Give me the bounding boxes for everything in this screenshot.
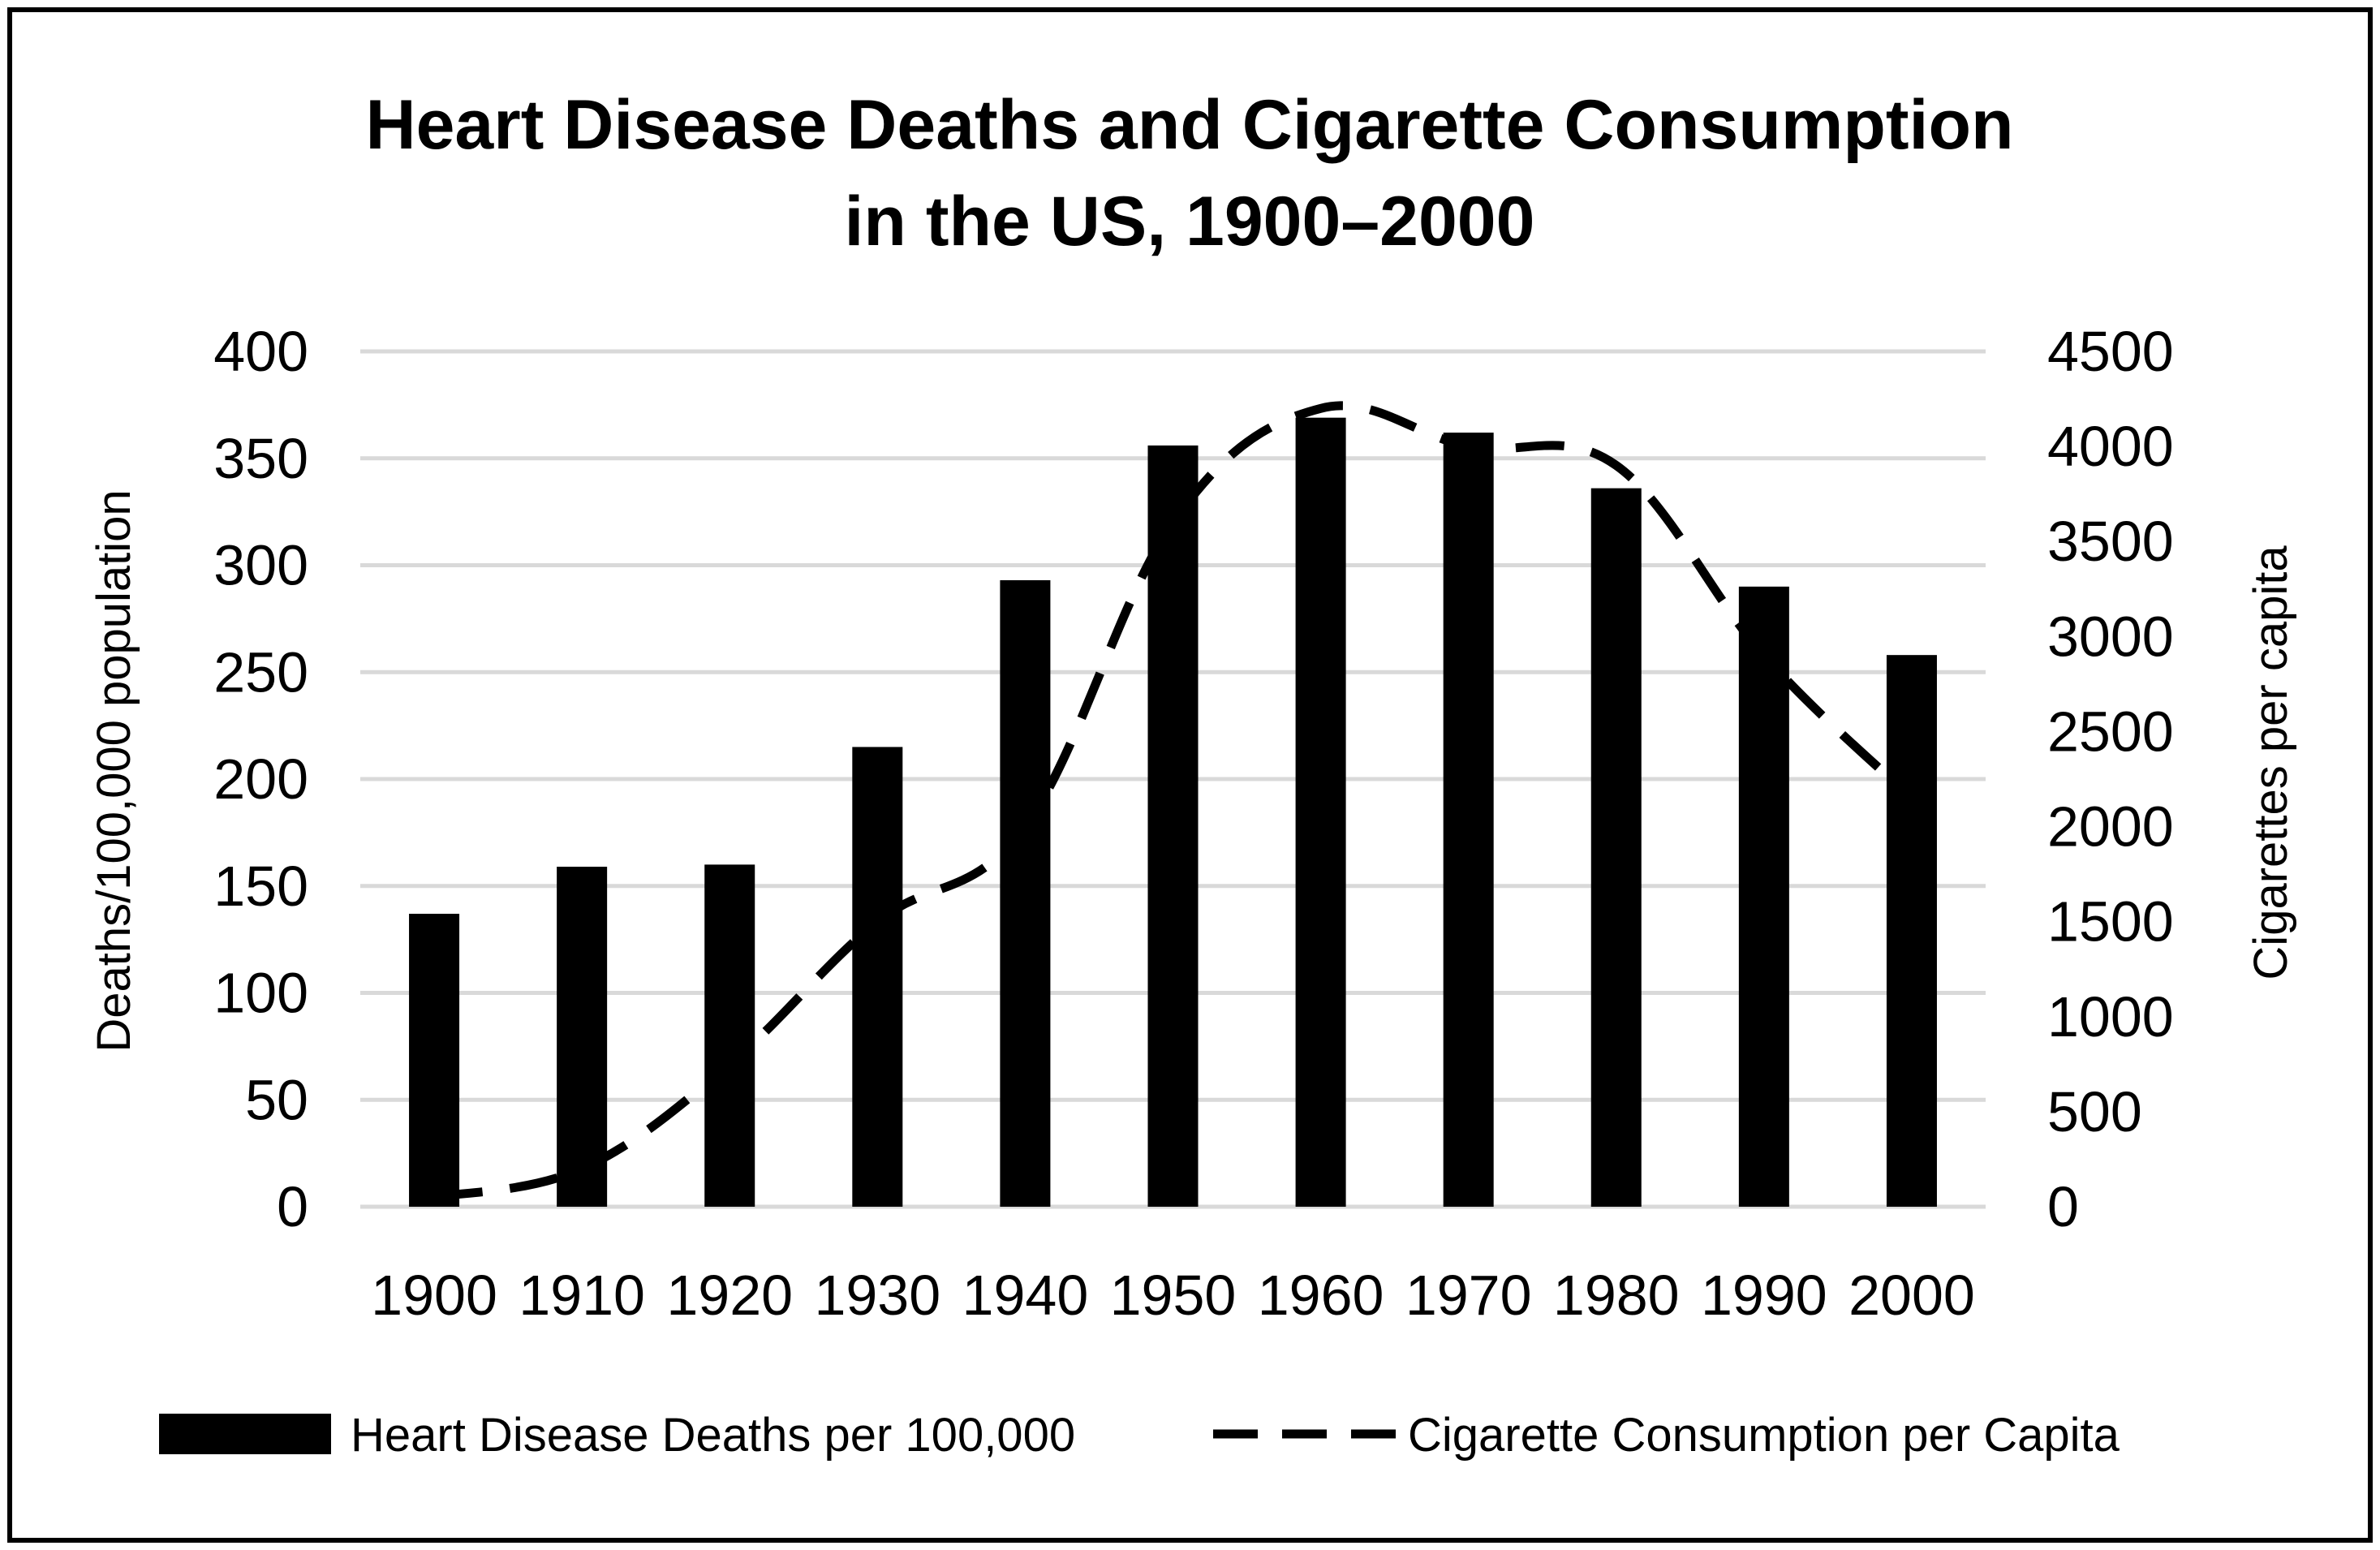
y-tick-label: 400 xyxy=(213,320,308,383)
y2-tick-label: 2500 xyxy=(2047,700,2174,763)
legend: Heart Disease Deaths per 100,000 Cigaret… xyxy=(159,1409,2120,1462)
y-tick-label: 200 xyxy=(213,747,308,811)
x-tick-label: 1940 xyxy=(962,1264,1089,1327)
y-tick-label: 100 xyxy=(213,962,308,1025)
legend-label-line: Cigarette Consumption per Capita xyxy=(1408,1409,2120,1462)
right-axis-ticks: 0 500 1000 1500 2000 2500 3000 3500 4000 4500 xyxy=(2047,320,2174,1238)
y2-tick-label: 500 xyxy=(2047,1080,2142,1143)
x-tick-label: 1980 xyxy=(1553,1264,1680,1327)
x-tick-label: 1900 xyxy=(371,1264,497,1327)
y2-tick-label: 2000 xyxy=(2047,795,2174,859)
bar-2000 xyxy=(1886,655,1937,1207)
y2-tick-label: 3500 xyxy=(2047,510,2174,573)
x-tick-label: 2000 xyxy=(1848,1264,1975,1327)
y2-axis-label: Cigarettes per capita xyxy=(2244,545,2297,980)
x-tick-label: 1970 xyxy=(1405,1264,1532,1327)
bar-1970 xyxy=(1443,433,1494,1207)
y-axis-label: Deaths/100,000 population xyxy=(88,489,140,1052)
y2-tick-label: 3000 xyxy=(2047,605,2174,668)
y-tick-label: 0 xyxy=(277,1175,308,1238)
y-tick-label: 300 xyxy=(213,534,308,597)
y-tick-label: 250 xyxy=(213,640,308,704)
x-tick-label: 1930 xyxy=(814,1264,940,1327)
y-tick-label: 350 xyxy=(213,427,308,490)
bar-1930 xyxy=(852,747,903,1207)
cigarette-consumption-line xyxy=(433,401,1915,1202)
y-tick-label: 150 xyxy=(213,855,308,918)
y2-tick-label: 1500 xyxy=(2047,890,2174,954)
bar-series xyxy=(409,417,1937,1207)
bar-1990 xyxy=(1738,586,1789,1207)
x-tick-label: 1960 xyxy=(1258,1264,1384,1327)
bar-1980 xyxy=(1590,488,1642,1207)
x-tick-label: 1990 xyxy=(1701,1264,1827,1327)
y2-tick-label: 1000 xyxy=(2047,985,2174,1048)
y2-tick-label: 4000 xyxy=(2047,415,2174,478)
left-axis-ticks: 0 50 100 150 200 250 300 350 400 xyxy=(213,320,308,1238)
x-axis-ticks: 1900 1910 1920 1930 1940 1950 1960 1970 1980 1990… xyxy=(371,1264,1975,1327)
chart-title-line-1: Heart Disease Deaths and Cigarette Consu… xyxy=(365,86,2013,164)
legend-swatch-bars xyxy=(159,1414,331,1454)
legend-label-bars: Heart Disease Deaths per 100,000 xyxy=(351,1409,1075,1462)
y2-tick-label: 4500 xyxy=(2047,320,2174,383)
bar-1940 xyxy=(1000,579,1051,1207)
bar-1920 xyxy=(704,864,755,1207)
bar-1960 xyxy=(1295,417,1346,1207)
bar-1950 xyxy=(1147,445,1199,1207)
bar-1910 xyxy=(557,867,608,1207)
chart-title-line-2: in the US, 1900–2000 xyxy=(845,183,1535,260)
line-series xyxy=(433,401,1915,1202)
x-tick-label: 1920 xyxy=(666,1264,793,1327)
x-tick-label: 1950 xyxy=(1110,1264,1237,1327)
x-tick-label: 1910 xyxy=(519,1264,645,1327)
y-tick-label: 50 xyxy=(245,1068,308,1131)
bar-1900 xyxy=(409,914,460,1207)
y2-tick-label: 0 xyxy=(2047,1175,2079,1238)
